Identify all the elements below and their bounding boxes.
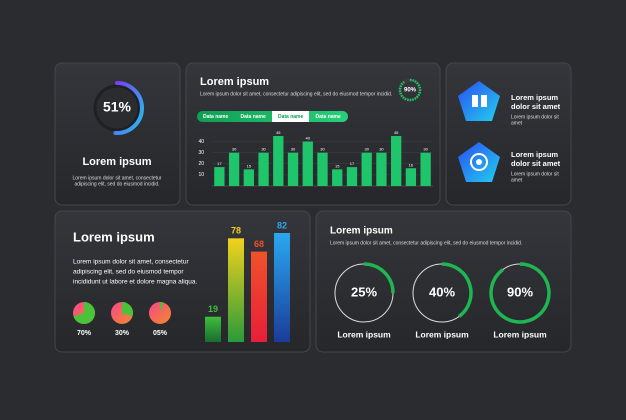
value-label: 30 [379,147,384,152]
value-label: 30 [291,147,296,152]
y-tick-label: 30 [198,150,204,156]
bar [302,141,313,186]
value-label: 15 [247,163,252,168]
gauge-caption: Lorem ipsum [493,329,547,339]
gauge-label: 40% [429,284,455,299]
bar [391,136,402,186]
bar [332,169,343,186]
gauge-label: 51% [103,99,132,115]
text: adipiscing elit, sed do eiusmod tempor [73,269,184,276]
bar [405,168,417,186]
text: adipiscing elit, sed do eiusmod incidid. [74,181,159,187]
pie-slice [73,302,95,324]
tab-active [272,111,309,122]
tab-label: Data name [203,114,229,120]
value-label: 40 [306,136,311,141]
bar [228,238,244,342]
bar [420,152,431,186]
bar [274,233,290,342]
bar [243,169,254,186]
bar [361,152,372,186]
value-label: 30 [320,147,325,152]
value-label: 30 [364,147,369,152]
pie-slice [160,302,164,313]
gauge-caption: Lorem ipsum [337,329,391,339]
y-tick-label: 10 [198,172,204,178]
item-title: Lorem ipsum [511,93,558,102]
pie-label: 30% [115,330,130,337]
title: Lorem ipsum [73,229,155,244]
item-text: amet [511,120,523,126]
pie-label: 05% [153,330,168,337]
bar [317,152,328,186]
gauge-label: 25% [351,284,377,299]
gauge-label: 90% [507,284,533,299]
y-tick-label: 20 [198,161,204,167]
item-title: Lorem ipsum [511,150,558,159]
pie-label: 70% [77,330,92,337]
bar [228,152,240,186]
value-label: 68 [254,239,264,249]
gauge-arc [113,81,144,135]
gauge-arc [441,262,473,318]
value-label: 45 [276,130,281,135]
item-title: dolor sit amet [511,102,561,111]
value-label: 17 [350,161,355,166]
pie-slice [122,302,134,317]
bar [273,136,284,186]
gauge-bg [93,84,141,132]
item-text: amet [511,177,523,183]
item-title: dolor sit amet [511,159,561,168]
gauge-arc [363,262,395,294]
tab-label: Data name [241,114,267,120]
value-label: 45 [394,130,399,135]
value-label: 15 [335,163,340,168]
panel [315,210,572,353]
tab-label: Data name [278,114,304,120]
gauge-label: 90% [404,88,417,94]
bar [287,152,299,186]
bar [346,167,358,186]
value-label: 17 [217,161,222,166]
value-label: 30 [423,147,428,152]
gauge-arc [398,78,422,102]
title: Lorem ipsum [330,226,393,237]
subtitle: Lorem ipsum dolor sit amet, consectetur … [200,91,392,97]
gauge-arc [489,262,551,324]
text: Lorem ipsum dolor sit amet, consectetur [73,175,162,181]
tab-label: Data name [316,114,342,120]
title: Lorem ipsum [82,156,151,168]
value-label: 82 [277,220,287,230]
text: Lorem ipsum dolor sit amet, consectetur [73,259,189,266]
bar [251,251,267,342]
bar [205,316,221,342]
subtitle: Lorem ipsum dolor sit amet, consectetur … [330,240,522,246]
panel [445,62,572,206]
icon [458,81,500,182]
item-text: Lorem ipsum dolor sit [511,114,559,120]
value-label: 30 [261,147,266,152]
bar [376,152,387,186]
title: Lorem ipsum [200,76,269,88]
item-text: Lorem ipsum dolor sit [511,171,559,177]
value-label: 78 [231,226,241,236]
value-label: 16 [409,162,414,167]
value-label: 30 [232,147,237,152]
value-label: 19 [208,304,218,314]
bar [258,152,269,186]
text: incididunt ut labore et dolore magna ali… [73,279,198,286]
y-tick-label: 40 [198,139,204,145]
gauge-caption: Lorem ipsum [415,329,469,339]
bar [214,167,225,186]
